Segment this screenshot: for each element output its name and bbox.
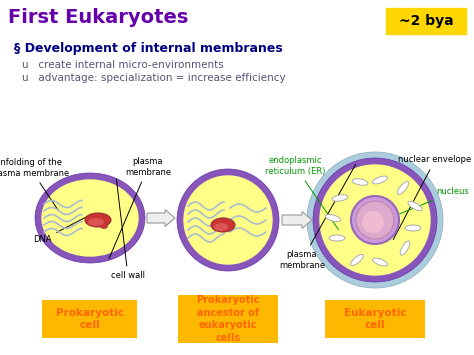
Text: Eukaryotic
cell: Eukaryotic cell [344, 308, 406, 330]
Text: ~2 bya: ~2 bya [399, 14, 453, 28]
Ellipse shape [329, 235, 345, 241]
Ellipse shape [400, 241, 410, 255]
Text: Prokaryotic
ancestor of
eukaryotic
cells: Prokaryotic ancestor of eukaryotic cells [196, 295, 260, 343]
Text: plasma
membrane: plasma membrane [279, 164, 356, 270]
FancyBboxPatch shape [43, 300, 137, 338]
FancyBboxPatch shape [386, 8, 466, 34]
FancyBboxPatch shape [325, 300, 425, 338]
Ellipse shape [211, 218, 235, 232]
Circle shape [356, 201, 394, 239]
Circle shape [362, 211, 384, 233]
Ellipse shape [351, 255, 364, 266]
Ellipse shape [177, 169, 279, 271]
Ellipse shape [332, 195, 348, 201]
Text: cell wall: cell wall [111, 179, 145, 280]
Ellipse shape [397, 181, 409, 195]
Text: infolding of the
plasma membrane: infolding of the plasma membrane [0, 158, 70, 211]
Ellipse shape [352, 179, 368, 185]
Ellipse shape [88, 218, 104, 226]
Text: plasma
membrane: plasma membrane [109, 157, 171, 258]
Ellipse shape [373, 258, 388, 266]
Text: u   create internal micro-environments: u create internal micro-environments [22, 60, 224, 70]
Ellipse shape [85, 213, 111, 227]
Text: DNA: DNA [33, 214, 91, 245]
Circle shape [351, 196, 399, 244]
Text: endoplasmic
reticulum (ER): endoplasmic reticulum (ER) [265, 156, 338, 230]
Ellipse shape [42, 180, 138, 256]
Text: § Development of internal membranes: § Development of internal membranes [14, 42, 283, 55]
FancyBboxPatch shape [178, 295, 278, 343]
Ellipse shape [408, 201, 422, 211]
Ellipse shape [35, 173, 145, 263]
Circle shape [307, 152, 443, 288]
Text: u   advantage: specialization = increase efficiency: u advantage: specialization = increase e… [22, 73, 286, 83]
Circle shape [313, 158, 437, 282]
Text: First Eukaryotes: First Eukaryotes [8, 8, 188, 27]
Ellipse shape [325, 214, 341, 222]
Ellipse shape [184, 176, 272, 264]
Ellipse shape [214, 223, 228, 231]
Text: nuclear envelope: nuclear envelope [393, 155, 472, 240]
Text: Prokaryotic
cell: Prokaryotic cell [56, 308, 124, 330]
Ellipse shape [405, 225, 421, 231]
Circle shape [320, 165, 430, 275]
Text: nucleus: nucleus [400, 187, 469, 214]
FancyArrow shape [147, 209, 175, 226]
Ellipse shape [100, 224, 108, 229]
FancyArrow shape [282, 212, 312, 229]
Ellipse shape [373, 176, 388, 184]
